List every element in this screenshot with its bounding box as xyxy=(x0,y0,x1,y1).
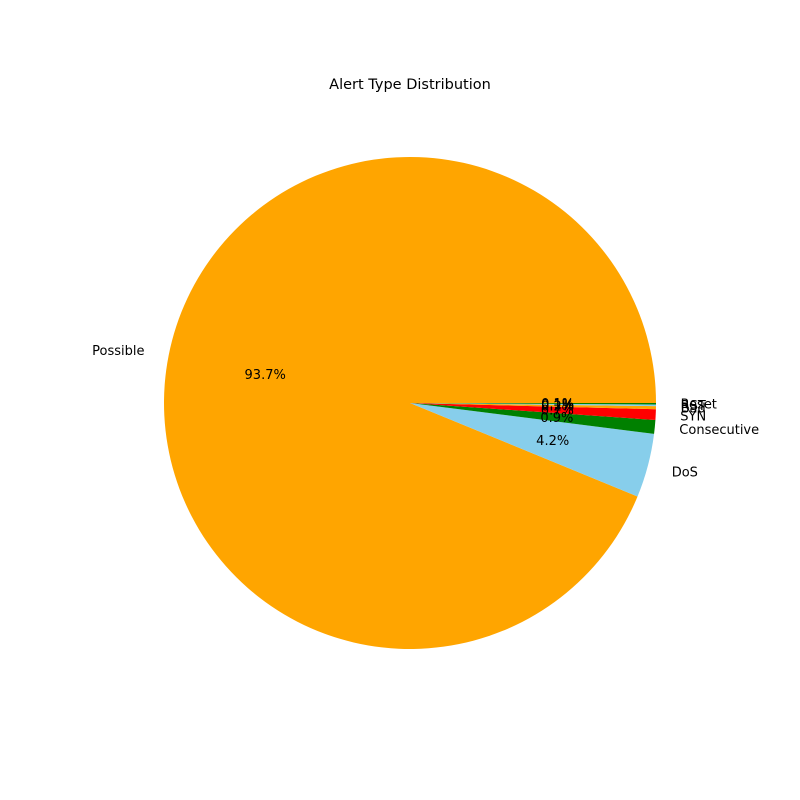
slice-label-possible: Possible xyxy=(92,344,144,359)
slice-label-reset: Reset xyxy=(681,397,717,412)
chart-title: Alert Type Distribution xyxy=(329,77,491,93)
percent-label-reset: 0.1% xyxy=(541,397,574,412)
pie-slices xyxy=(164,157,656,649)
slice-label-consecutive: Consecutive xyxy=(679,423,759,438)
percent-label-dos: 4.2% xyxy=(536,434,569,449)
slice-label-dos: DoS xyxy=(672,466,698,481)
percent-label-possible: 93.7% xyxy=(245,368,286,383)
pie-slice-possible xyxy=(164,157,656,649)
